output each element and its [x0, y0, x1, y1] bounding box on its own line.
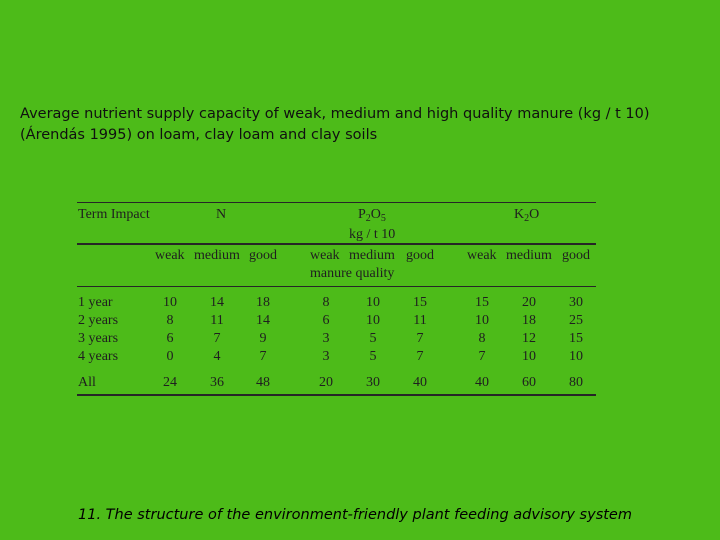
table-cell: 10 [163, 295, 177, 310]
table-cell: 14 [210, 295, 224, 310]
row-label: 3 years [78, 331, 119, 346]
quality-label: medium [194, 248, 240, 263]
table-cell: 10 [366, 313, 380, 328]
table-cell: 11 [413, 313, 427, 328]
table-cell: 7 [213, 331, 221, 346]
table-cell: 7 [416, 349, 424, 364]
table-cell: 6 [166, 331, 174, 346]
table-cell: 24 [163, 375, 177, 390]
table-cell: 14 [256, 313, 270, 328]
table-cell: 8 [322, 295, 330, 310]
table-cell: 20 [319, 375, 333, 390]
table-cell: 60 [522, 375, 536, 390]
table-cell: 48 [256, 375, 270, 390]
manure-quality-label: manure quality [310, 266, 395, 281]
table-cell: 30 [569, 295, 583, 310]
table-subheader-rule [77, 286, 596, 287]
unit-header: kg / t 10 [349, 227, 396, 242]
quality-label: weak [310, 248, 340, 263]
nutrient-table: Term Impact N P2O5 kg / t 10 K2O weak me… [77, 202, 596, 396]
table-header-rule [77, 243, 596, 245]
table-cell: 10 [522, 349, 536, 364]
table-cell: 3 [322, 349, 330, 364]
table-cell: 10 [366, 295, 380, 310]
table-top-rule [77, 202, 596, 203]
quality-label: good [406, 248, 434, 263]
table-cell: 7 [259, 349, 267, 364]
quality-label: good [249, 248, 277, 263]
n-header: N [215, 207, 227, 222]
table-cell: 12 [522, 331, 536, 346]
table-cell: 80 [569, 375, 583, 390]
table-cell: 30 [366, 375, 380, 390]
quality-label: weak [467, 248, 497, 263]
table-cell: 6 [322, 313, 330, 328]
table-cell: 15 [413, 295, 427, 310]
table-cell: 18 [256, 295, 270, 310]
term-impact-header: Term Impact [78, 207, 150, 222]
table-cell: 7 [478, 349, 486, 364]
table-cell: 40 [475, 375, 489, 390]
row-label: 2 years [78, 313, 119, 328]
quality-label: medium [506, 248, 552, 263]
table-cell: 7 [416, 331, 424, 346]
table-cell: 10 [569, 349, 583, 364]
table-cell: 15 [475, 295, 489, 310]
row-label: All [78, 375, 96, 390]
slide-caption: Average nutrient supply capacity of weak… [20, 104, 700, 146]
table-cell: 18 [522, 313, 536, 328]
table-cell: 9 [259, 331, 267, 346]
p2o5-header: P2O5 [358, 207, 386, 224]
slide-footer: 11. The structure of the environment-fri… [78, 507, 632, 523]
table-bottom-rule [77, 394, 596, 396]
table-cell: 8 [166, 313, 174, 328]
quality-label: weak [155, 248, 185, 263]
table-cell: 15 [569, 331, 583, 346]
k2o-header: K2O [514, 207, 540, 224]
caption-line-2: (Árendás 1995) on loam, clay loam and cl… [20, 127, 378, 143]
table-cell: 8 [478, 331, 486, 346]
table-cell: 10 [475, 313, 489, 328]
quality-label: good [562, 248, 590, 263]
quality-label: medium [349, 248, 395, 263]
row-label: 1 year [78, 295, 113, 310]
table-cell: 0 [166, 349, 174, 364]
table-cell: 4 [213, 349, 221, 364]
table-cell: 5 [369, 349, 377, 364]
table-cell: 40 [413, 375, 427, 390]
table-cell: 20 [522, 295, 536, 310]
row-label: 4 years [78, 349, 119, 364]
table-cell: 5 [369, 331, 377, 346]
table-cell: 11 [210, 313, 224, 328]
caption-line-1: Average nutrient supply capacity of weak… [20, 106, 650, 122]
table-cell: 36 [210, 375, 224, 390]
table-cell: 25 [569, 313, 583, 328]
table-cell: 3 [322, 331, 330, 346]
